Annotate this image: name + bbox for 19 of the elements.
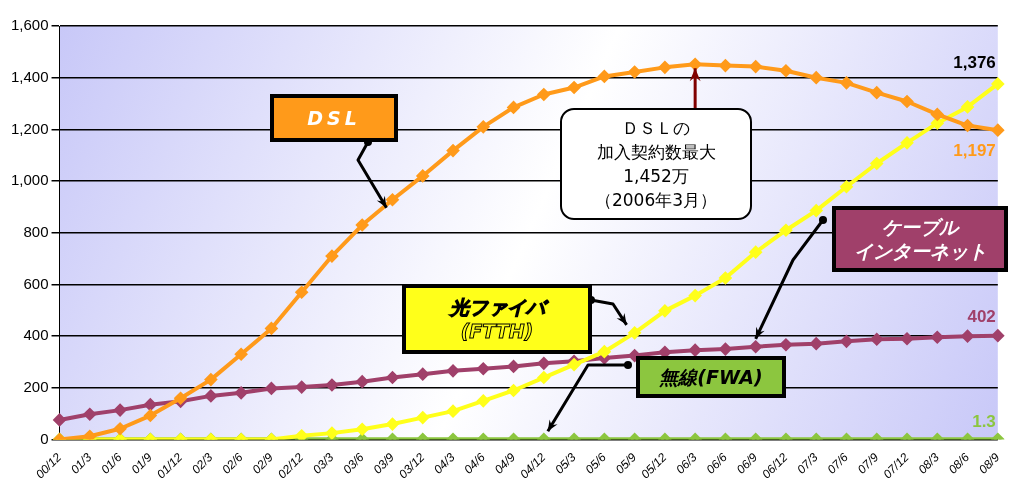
callout-box: DSL bbox=[270, 94, 398, 142]
annotation: ＤＳＬの加入契約数最大1,452万（2006年3月） bbox=[594, 117, 718, 212]
y-tick-label: 200 bbox=[23, 378, 49, 396]
data-label: 1,197 bbox=[953, 141, 996, 161]
y-tick-label: 1,000 bbox=[10, 171, 49, 189]
y-tick-label: 1,600 bbox=[10, 16, 49, 34]
callout-box: 無線(FWA) bbox=[636, 356, 786, 398]
y-tick-label: 1,200 bbox=[10, 119, 49, 137]
y-tick-label: 1,400 bbox=[10, 67, 49, 85]
callout-box: ケーブルインターネット bbox=[832, 206, 1008, 272]
data-label: 402 bbox=[967, 306, 996, 326]
data-label: 1.3 bbox=[972, 412, 996, 432]
y-tick-label: 400 bbox=[23, 326, 49, 344]
callout-box: ＤＳＬの加入契約数最大1,452万（2006年3月） bbox=[560, 108, 752, 220]
y-tick-label: 0 bbox=[40, 429, 49, 447]
y-tick-label: 800 bbox=[23, 222, 49, 240]
y-tick-label: 600 bbox=[23, 274, 49, 292]
callout-box: 光ファイバ(FTTH) bbox=[402, 284, 592, 354]
data-label: 1,376 bbox=[953, 52, 996, 72]
